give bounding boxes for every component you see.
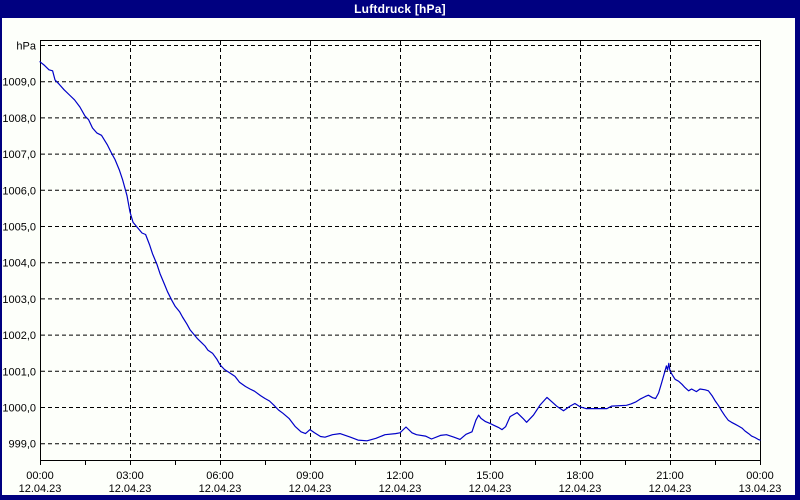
window-title: Luftdruck [hPa] bbox=[354, 2, 446, 16]
chart-background bbox=[2, 18, 795, 495]
title-bar: Luftdruck [hPa] bbox=[0, 0, 800, 18]
